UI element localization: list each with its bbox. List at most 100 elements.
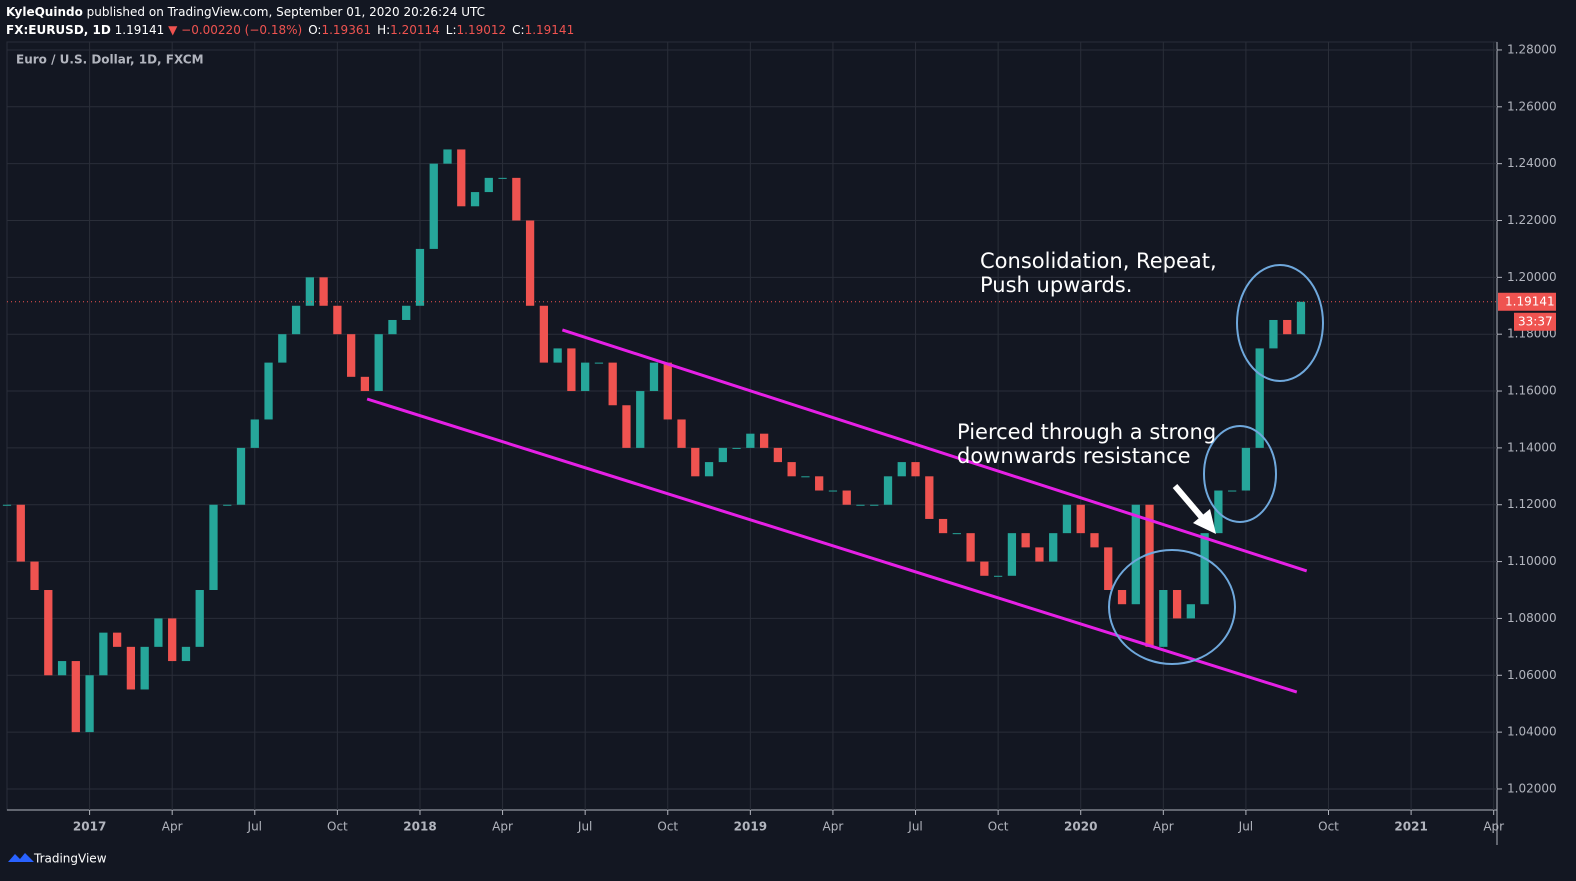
candle	[347, 334, 356, 377]
candle	[112, 632, 122, 647]
x-tick-label: Oct	[1318, 820, 1339, 834]
candle	[1076, 504, 1085, 534]
candle	[1269, 319, 1278, 349]
arrow-shaft	[1172, 484, 1207, 522]
marks	[2, 149, 1497, 733]
candle	[938, 518, 948, 534]
candle	[415, 248, 425, 306]
candle	[402, 305, 411, 320]
candle	[223, 504, 232, 506]
x-tick-label: Apr	[1483, 820, 1504, 834]
y-tick-label: 1.16000	[1507, 384, 1557, 398]
candle	[663, 362, 672, 420]
candle	[567, 348, 576, 392]
candle	[980, 561, 989, 576]
candle	[57, 661, 67, 676]
x-tick-label: Jul	[577, 820, 592, 834]
author: KyleQuindo	[6, 5, 83, 19]
ohlc-value: 1.19012	[457, 23, 507, 37]
change: ▼ −0.00220 (−0.18%)	[168, 23, 302, 37]
candle	[99, 632, 108, 676]
x-tick-label: Apr	[162, 820, 183, 834]
y-tick-label: 1.10000	[1507, 554, 1557, 568]
highlight-circle	[1236, 264, 1324, 382]
candle	[1172, 590, 1182, 619]
candle	[16, 504, 25, 562]
candle	[677, 419, 686, 448]
x-tick-label: 2019	[734, 820, 767, 834]
candle	[1186, 604, 1195, 619]
candle	[1035, 547, 1044, 562]
candle	[732, 447, 741, 449]
ohlc-label: H:	[377, 23, 390, 37]
candle	[140, 646, 149, 690]
last-price-box	[1498, 292, 1556, 311]
candle	[691, 447, 700, 477]
ohlc-label: L:	[446, 23, 457, 37]
header-line-2: FX:EURUSD, 1D 1.19141 ▼ −0.00220 (−0.18%…	[6, 23, 574, 37]
highlight-circle	[1203, 425, 1277, 523]
candle	[181, 646, 191, 662]
candle	[1228, 490, 1237, 492]
header-line-1: KyleQuindo published on TradingView.com,…	[6, 5, 485, 19]
x-tick-label: 2017	[73, 820, 106, 834]
candle	[525, 220, 535, 306]
y-tick-label: 1.26000	[1507, 99, 1557, 113]
candle	[195, 590, 204, 647]
candle	[85, 675, 94, 733]
candle	[388, 319, 397, 335]
candle	[787, 462, 796, 477]
grid	[7, 42, 1502, 815]
candle	[718, 447, 727, 463]
candle	[278, 334, 287, 363]
x-tick-label: 2018	[403, 820, 436, 834]
candle	[993, 575, 1003, 577]
candle	[842, 490, 851, 505]
candle	[154, 618, 163, 647]
candle	[1255, 348, 1264, 448]
y-tick-label: 1.02000	[1507, 781, 1557, 795]
candle	[71, 661, 80, 733]
candle	[952, 533, 961, 535]
countdown-box	[1514, 312, 1556, 331]
candle	[608, 362, 617, 406]
candle	[539, 305, 548, 363]
candle	[925, 476, 934, 519]
candle	[1021, 533, 1030, 548]
candle	[333, 305, 342, 335]
candle	[622, 405, 631, 448]
candle	[209, 504, 218, 591]
x-tick-label: Jul	[907, 820, 922, 834]
candle	[828, 490, 838, 492]
y-tick-label: 1.12000	[1507, 497, 1557, 511]
candle	[636, 391, 645, 448]
x-tick-label: 2021	[1394, 820, 1427, 834]
candle	[581, 362, 590, 392]
highlight-circle	[1108, 549, 1236, 665]
candle	[512, 177, 521, 221]
x-tick-label: Apr	[823, 820, 844, 834]
candle	[1241, 447, 1251, 491]
candle	[443, 149, 452, 164]
candle	[1104, 547, 1113, 591]
candle	[429, 163, 438, 249]
symbol: FX:EURUSD, 1D	[6, 23, 111, 37]
annotation-line: Pierced through a strong	[957, 420, 1216, 444]
candle	[553, 348, 562, 363]
candle	[594, 362, 604, 364]
candle	[236, 447, 246, 505]
candle	[1062, 504, 1072, 534]
candle	[305, 277, 314, 306]
candle	[470, 192, 480, 207]
candle	[1200, 533, 1209, 605]
ohlc-value: 1.20114	[390, 23, 440, 37]
footer-brand: TradingView	[33, 852, 107, 866]
candle	[1283, 319, 1292, 335]
candle	[374, 334, 383, 392]
candle	[1090, 533, 1099, 548]
x-tick-label: Jul	[247, 820, 262, 834]
y-tick-label: 1.04000	[1507, 725, 1557, 739]
logo	[8, 853, 34, 862]
